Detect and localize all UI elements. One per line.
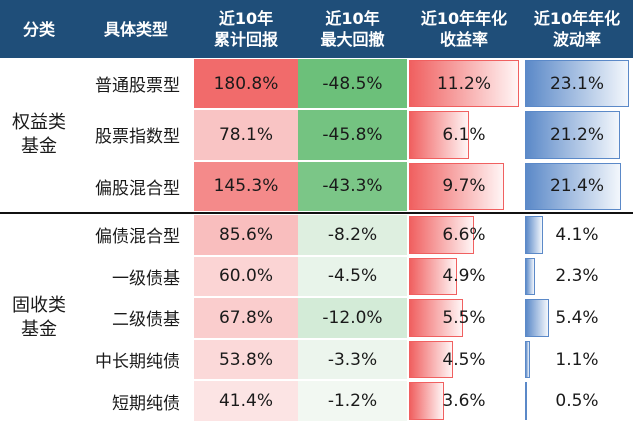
ann-return-value: 9.7% [442,176,486,197]
header-max-drawdown: 近10年 最大回撤 [298,0,407,58]
table-header [0,0,633,58]
header-ann-vol-line1: 近10年年化 [533,9,621,28]
ann-return-bar [409,257,458,296]
header-category: 分类 [0,0,78,58]
ann-return-bar [409,340,454,379]
ann-vol-bar [525,257,536,296]
ann-return-bar [409,111,469,159]
header-ann-vol-line2: 波动率 [552,30,601,49]
header-cum-return: 近10年 累计回报 [194,0,298,58]
ann-return-bar [409,216,474,254]
ann-vol-bar [525,111,621,159]
fund-type-label: 中长期纯债 [95,352,180,373]
fund-type-label: 股票指数型 [95,127,180,148]
ann-return-value: 3.6% [442,391,486,412]
max-drawdown-cell: -48.5% [298,59,407,109]
ann-vol-bar [525,382,528,420]
header-ann-vol: 近10年年化 波动率 [521,0,633,58]
fund-type-label: 二级债基 [112,310,180,331]
header-type-label: 具体类型 [103,19,168,39]
max-drawdown-cell: -45.8% [298,110,407,160]
fund-type-label: 一级债基 [112,268,180,289]
max-drawdown-cell: -3.3% [298,339,407,380]
max-drawdown-cell: -1.2% [298,381,407,421]
ann-vol-bar [525,60,629,108]
ann-return-bar [409,382,445,420]
header-ann-return-line1: 近10年年化 [420,9,508,28]
cum-return-cell: 67.8% [194,298,298,338]
category-label-line: 基金 [21,319,57,340]
header-max-drawdown-line2: 最大回撤 [320,30,385,49]
ann-vol-bar [525,340,530,379]
fund-type-label: 短期纯债 [112,393,180,414]
max-drawdown-cell: -43.3% [298,161,407,211]
ann-return-value: 11.2% [436,73,491,94]
ann-vol-value: 4.1% [555,224,599,245]
ann-return-bar [409,162,505,210]
fund-type-label: 普通股票型 [95,76,180,97]
ann-return-bar [409,299,464,337]
ann-vol-value: 21.2% [549,124,604,145]
header-cum-return-line2: 累计回报 [213,30,278,49]
cum-return-cell: 53.8% [194,339,298,380]
ann-return-bar [409,60,519,108]
header-category-label: 分类 [22,19,55,39]
fund-type-label: 偏股混合型 [95,178,180,199]
ann-return-value: 5.5% [442,307,486,328]
category-label: 权益类 基金 [0,58,78,212]
ann-vol-bar [525,162,622,210]
ann-vol-value: 5.4% [555,307,599,328]
ann-vol-bar [525,299,550,337]
header-ann-return-line2: 收益率 [439,30,488,49]
group-divider [0,212,633,214]
ann-return-value: 4.9% [442,266,486,287]
max-drawdown-cell: -8.2% [298,215,407,255]
cum-return-cell: 145.3% [194,161,298,211]
max-drawdown-cell: -4.5% [298,256,407,297]
ann-vol-value: 21.4% [549,176,604,197]
ann-vol-value: 0.5% [555,391,599,412]
ann-vol-value: 1.1% [555,349,599,370]
category-label-line: 权益类 [12,112,66,133]
cum-return-cell: 41.4% [194,381,298,421]
header-ann-return: 近10年年化 收益率 [407,0,521,58]
cum-return-cell: 180.8% [194,59,298,109]
cum-return-cell: 60.0% [194,256,298,297]
ann-return-value: 4.5% [442,349,486,370]
ann-return-value: 6.6% [442,224,486,245]
cum-return-cell: 85.6% [194,215,298,255]
category-label: 固收类 基金 [0,214,78,422]
category-label-line: 固收类 [12,295,66,316]
ann-vol-bar [525,216,544,254]
max-drawdown-cell: -12.0% [298,298,407,338]
fund-type-label: 偏债混合型 [95,227,180,248]
ann-vol-value: 2.3% [555,266,599,287]
header-type: 具体类型 [78,0,194,58]
cum-return-cell: 78.1% [194,110,298,160]
ann-return-value: 6.1% [442,124,486,145]
category-label-line: 基金 [21,136,57,157]
header-max-drawdown-line1: 近10年 [325,9,380,28]
ann-vol-value: 23.1% [549,73,604,94]
header-cum-return-line1: 近10年 [218,9,274,28]
